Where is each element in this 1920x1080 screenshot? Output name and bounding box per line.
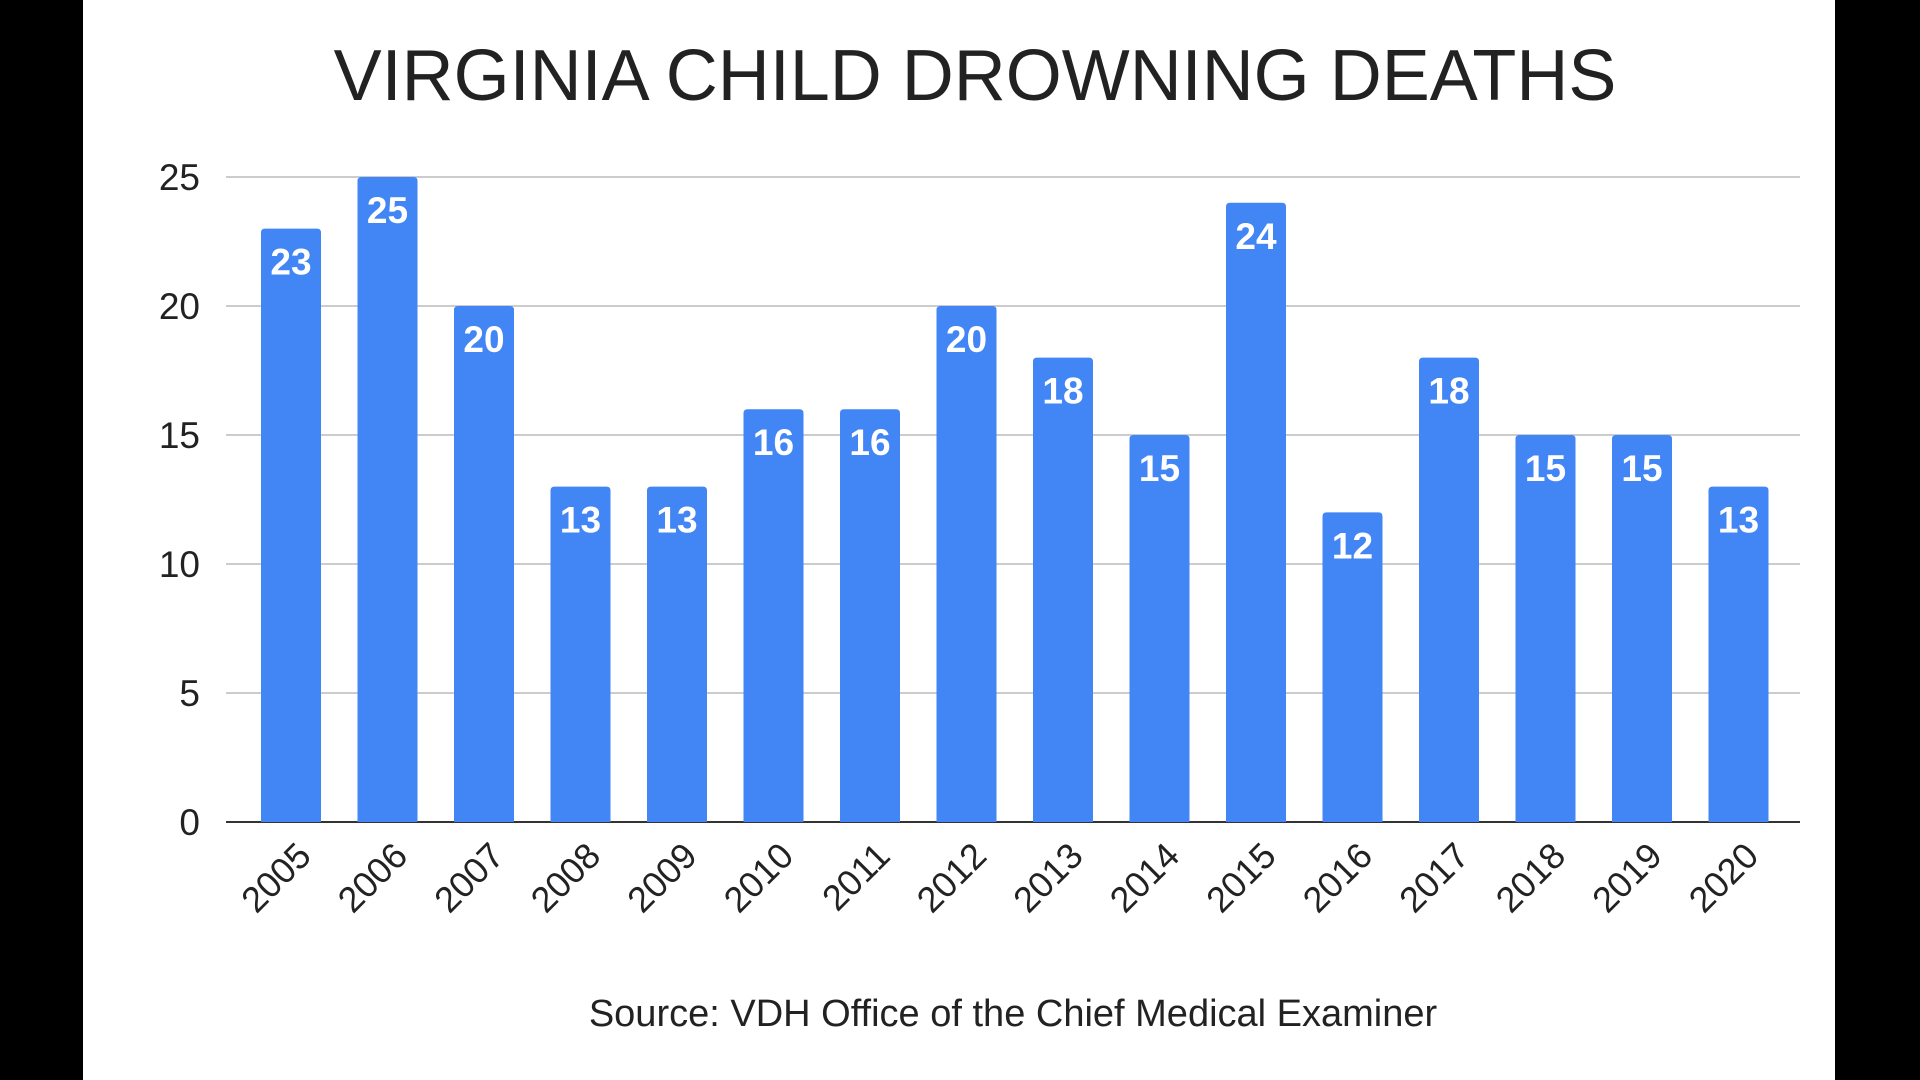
source-note: Source: VDH Office of the Chief Medical … bbox=[589, 993, 1438, 1035]
x-tick-label: 2012 bbox=[909, 835, 995, 921]
data-label: 16 bbox=[849, 422, 890, 463]
bar-2005 bbox=[261, 228, 321, 823]
data-label: 13 bbox=[1718, 500, 1759, 541]
data-label: 20 bbox=[946, 319, 987, 360]
data-label: 23 bbox=[270, 242, 311, 283]
bar-2017 bbox=[1419, 357, 1479, 822]
chart-title: VIRGINIA CHILD DROWNING DEATHS bbox=[334, 36, 1617, 116]
x-tick-label: 2005 bbox=[233, 835, 319, 921]
x-tick-label: 2015 bbox=[1198, 835, 1284, 921]
x-tick-label: 2019 bbox=[1584, 835, 1670, 921]
x-axis-ticks: 2005 2006 2007 2008 2009 2010 2011 2012 2013 2014… bbox=[233, 835, 1766, 921]
x-tick-label: 2017 bbox=[1391, 835, 1477, 921]
bar-2007 bbox=[454, 306, 514, 822]
bar-2011 bbox=[840, 409, 900, 822]
bars: 23 25 20 13 13 16 16 20 18 15 24 12 18 15 15 13 bbox=[261, 177, 1769, 823]
bar-2008 bbox=[550, 486, 611, 822]
data-label: 18 bbox=[1428, 371, 1469, 412]
x-tick-label: 2006 bbox=[330, 835, 416, 921]
data-label: 12 bbox=[1332, 525, 1373, 566]
bar-2015 bbox=[1226, 202, 1286, 823]
data-label: 24 bbox=[1235, 216, 1277, 257]
bar-2014 bbox=[1129, 435, 1190, 822]
data-label: 18 bbox=[1042, 371, 1083, 412]
bar-2006 bbox=[357, 177, 418, 822]
y-axis-ticks: 0 5 10 15 20 25 bbox=[159, 157, 200, 843]
bar-2020 bbox=[1708, 486, 1769, 822]
data-label: 15 bbox=[1525, 448, 1566, 489]
y-tick-label: 15 bbox=[159, 415, 200, 456]
data-label: 16 bbox=[753, 422, 794, 463]
x-tick-label: 2009 bbox=[619, 835, 705, 921]
bar-2018 bbox=[1515, 435, 1576, 822]
bar-2019 bbox=[1612, 435, 1672, 822]
y-tick-label: 5 bbox=[179, 673, 200, 714]
bar-2016 bbox=[1322, 512, 1383, 822]
bar-2010 bbox=[743, 409, 804, 822]
bar-2013 bbox=[1033, 357, 1093, 822]
x-tick-label: 2018 bbox=[1488, 835, 1574, 921]
x-tick-label: 2013 bbox=[1005, 835, 1091, 921]
x-tick-label: 2016 bbox=[1295, 835, 1381, 921]
data-label: 25 bbox=[367, 190, 408, 231]
data-label: 20 bbox=[463, 319, 504, 360]
data-label: 15 bbox=[1139, 448, 1180, 489]
data-label: 13 bbox=[656, 500, 697, 541]
y-tick-label: 0 bbox=[179, 802, 200, 843]
x-tick-label: 2010 bbox=[716, 835, 802, 921]
data-label: 13 bbox=[560, 500, 601, 541]
bar-2012 bbox=[936, 306, 997, 822]
y-tick-label: 20 bbox=[159, 286, 200, 327]
y-tick-label: 25 bbox=[159, 157, 200, 198]
y-tick-label: 10 bbox=[159, 544, 200, 585]
x-tick-label: 2020 bbox=[1681, 835, 1767, 921]
bar-2009 bbox=[647, 486, 707, 822]
x-tick-label: 2008 bbox=[523, 835, 609, 921]
data-label: 15 bbox=[1621, 448, 1662, 489]
x-tick-label: 2014 bbox=[1102, 835, 1188, 921]
x-tick-label: 2011 bbox=[814, 835, 898, 919]
x-tick-label: 2007 bbox=[426, 835, 512, 921]
